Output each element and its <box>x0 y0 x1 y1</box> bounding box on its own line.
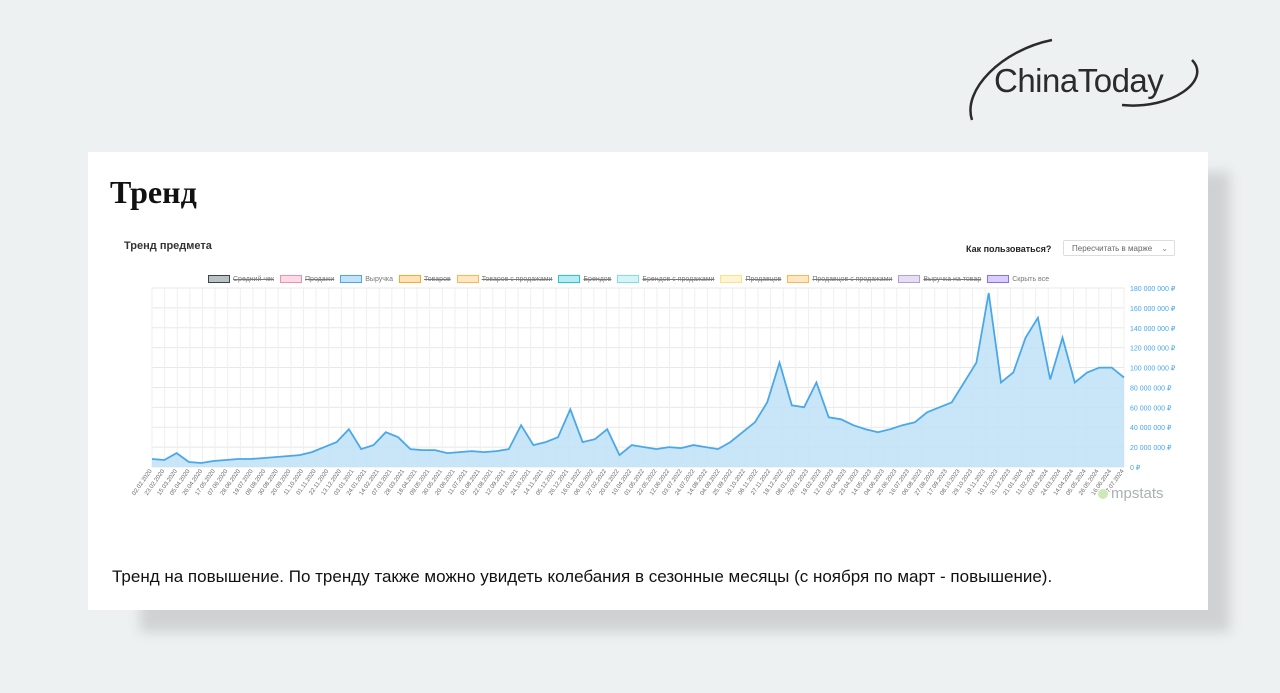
legend-swatch <box>720 275 743 283</box>
brand-name: ChinaToday <box>994 62 1164 99</box>
legend-label: Продавцов с продажами <box>812 275 893 283</box>
legend-item[interactable]: Скрыть все <box>987 272 1049 286</box>
y-tick-label: 120 000 000 ₽ <box>1130 345 1176 353</box>
y-tick-label: 40 000 000 ₽ <box>1130 424 1172 432</box>
legend-swatch <box>340 275 363 283</box>
caption-text: Тренд на повышение. По тренду также можн… <box>112 567 1053 586</box>
legend-label: Продажи <box>305 275 335 283</box>
page-title: Тренд <box>110 174 197 210</box>
legend-label: Брендов с продажами <box>642 275 715 283</box>
legend-label: Брендов <box>583 275 612 283</box>
howto-link[interactable]: Как пользоваться? <box>966 244 1052 254</box>
y-tick-label: 0 ₽ <box>1130 464 1141 472</box>
legend-label: Средний чек <box>233 275 275 283</box>
y-tick-label: 140 000 000 ₽ <box>1130 325 1176 333</box>
content-card: Тренд Тренд предмета Как пользоваться? П… <box>88 152 1208 610</box>
watermark-text: mpstats <box>1111 485 1164 502</box>
legend-label: Продавцов <box>745 275 782 283</box>
logo-swoosh-icon <box>969 38 1199 121</box>
legend-swatch <box>208 275 230 283</box>
legend-item[interactable]: Продавцов <box>720 272 781 286</box>
legend-swatch <box>456 275 479 283</box>
legend-swatch <box>617 275 640 283</box>
y-tick-label: 160 000 000 ₽ <box>1130 305 1176 313</box>
revenue-area <box>152 293 1124 467</box>
y-tick-label: 60 000 000 ₽ <box>1130 404 1172 412</box>
legend-label: Товаров с продажами <box>481 275 553 283</box>
recalc-dropdown[interactable]: Пересчитать в марже ⌄ <box>1063 240 1175 256</box>
y-tick-label: 20 000 000 ₽ <box>1130 444 1172 452</box>
legend-item[interactable]: Товаров <box>399 272 451 286</box>
legend-item[interactable]: Выручка на товар <box>898 272 981 286</box>
y-tick-label: 180 000 000 ₽ <box>1130 285 1176 293</box>
legend-swatch <box>399 275 422 283</box>
chart-legend: Средний чек Продажи Выручка Товаров Товаров … <box>208 272 1049 286</box>
revenue-line <box>151 292 1125 464</box>
y-tick-label: 80 000 000 ₽ <box>1130 384 1172 392</box>
legend-item[interactable]: Продажи <box>280 272 334 286</box>
legend-label: Товаров <box>424 275 451 283</box>
legend-item[interactable]: Товаров с продажами <box>456 272 553 286</box>
legend-label: Выручка на товар <box>923 275 982 283</box>
legend-item[interactable]: Брендов <box>558 272 611 286</box>
legend-item[interactable]: Брендов с продажами <box>617 272 714 286</box>
chevron-down-icon: ⌄ <box>1161 244 1168 253</box>
recalc-label: Пересчитать в марже <box>1072 244 1153 253</box>
legend-swatch <box>558 275 581 283</box>
legend-item[interactable]: Выручка <box>340 272 393 286</box>
legend-item[interactable]: Средний чек <box>208 272 274 286</box>
legend-label: Скрыть все <box>1012 275 1050 283</box>
revenue-chart: 0 ₽ 20 000 000 ₽ 40 000 000 ₽ 60 000 000 ₽ 8… <box>131 285 1176 497</box>
legend-swatch <box>898 275 921 283</box>
legend-swatch <box>987 275 1010 283</box>
legend-item[interactable]: Продавцов с продажами <box>787 272 892 286</box>
y-tick-label: 100 000 000 ₽ <box>1130 365 1176 373</box>
legend-swatch <box>787 275 810 283</box>
legend-label: Выручка <box>365 275 394 283</box>
brand-logo: ChinaToday <box>962 30 1212 126</box>
watermark-icon <box>1098 489 1108 500</box>
chart-title: Тренд предмета <box>124 240 212 252</box>
watermark: mpstats <box>1098 485 1164 502</box>
legend-swatch <box>280 275 303 283</box>
